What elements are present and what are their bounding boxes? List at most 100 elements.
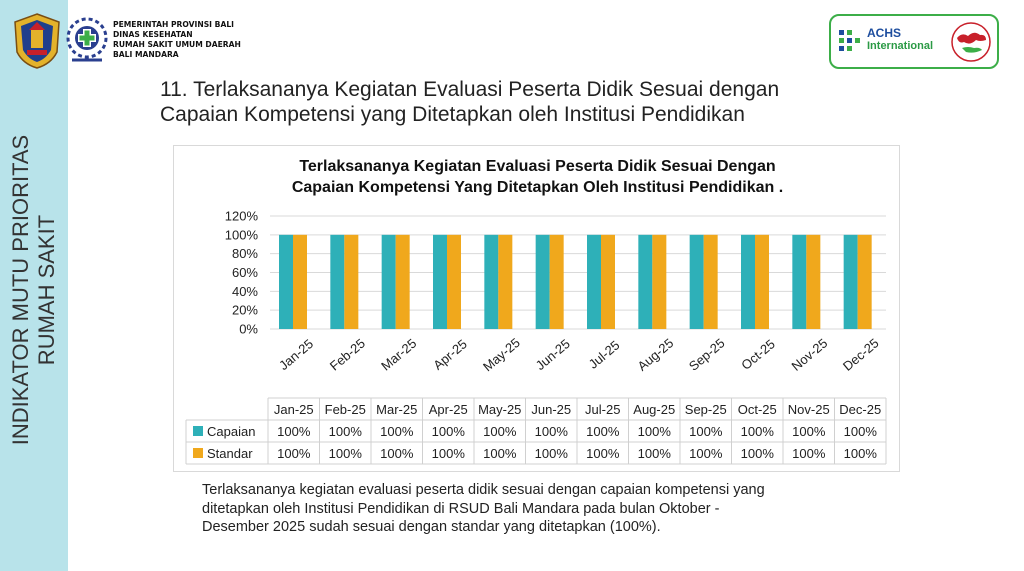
x-tick-label: Jul-25 <box>586 337 623 371</box>
table-value-cell: 100% <box>277 424 311 439</box>
bar-capaian <box>843 234 858 329</box>
org-line: DINAS KESEHATAN <box>113 30 193 39</box>
bar-standar <box>498 234 513 329</box>
y-tick-label: 0% <box>239 322 258 337</box>
y-tick-label: 20% <box>232 303 258 318</box>
y-tick-label: 80% <box>232 246 258 261</box>
bar-capaian <box>741 234 755 329</box>
table-value-cell: 100% <box>483 424 517 439</box>
table-value-cell: 100% <box>792 424 826 439</box>
summary-line1: Terlaksananya kegiatan evaluasi peserta … <box>202 482 765 498</box>
table-header-cell: Aug-25 <box>633 402 675 417</box>
bali-province-emblem-icon <box>14 13 60 69</box>
chart-title: Terlaksananya Kegiatan Evaluasi Peserta … <box>174 156 901 198</box>
legend-swatch-capaian <box>193 426 203 436</box>
sidebar-title: INDIKATOR MUTU PRIORITAS RUMAH SAKIT <box>8 135 60 445</box>
chart-title-line1: Terlaksananya Kegiatan Evaluasi Peserta … <box>299 158 776 175</box>
x-tick-label: May-25 <box>480 335 523 374</box>
bar-standar <box>806 234 821 329</box>
x-tick-label: Aug-25 <box>635 335 677 373</box>
bar-standar <box>652 234 667 329</box>
x-tick-label: Sep-25 <box>686 335 728 373</box>
achs-wordmark: ACHS International <box>867 27 933 53</box>
summary-text: Terlaksananya kegiatan evaluasi peserta … <box>202 481 882 537</box>
table-header-cell: Feb-25 <box>325 402 366 417</box>
summary-line3: Desember 2025 sudah sesuai dengan standa… <box>202 519 661 535</box>
table-value-cell: 100% <box>483 446 517 461</box>
table-header-cell: Jul-25 <box>585 402 620 417</box>
table-value-cell: 100% <box>689 424 723 439</box>
table-value-cell: 100% <box>535 424 569 439</box>
table-header-cell: Dec-25 <box>839 402 881 417</box>
bar-capaian <box>433 234 447 329</box>
bar-standar <box>344 234 359 329</box>
bar-standar <box>755 234 769 329</box>
x-tick-label: Feb-25 <box>327 336 368 374</box>
accreditation-badge: ACHS International <box>829 14 999 69</box>
table-header-cell: Oct-25 <box>738 402 777 417</box>
bar-capaian <box>792 234 807 329</box>
x-tick-label: Oct-25 <box>738 336 778 373</box>
organization-name: PEMERINTAH PROVINSI BALI DINAS KESEHATAN… <box>113 20 241 60</box>
slide-title-line1: 11. Terlaksananya Kegiatan Evaluasi Pese… <box>160 78 780 101</box>
table-value-cell: 100% <box>329 446 363 461</box>
legend-label: Capaian <box>207 424 255 439</box>
table-value-cell: 100% <box>689 446 723 461</box>
x-tick-label: Apr-25 <box>430 336 470 373</box>
bar-capaian <box>330 234 345 329</box>
bar-standar <box>703 234 718 329</box>
bar-standar <box>395 234 410 329</box>
table-value-cell: 100% <box>432 424 466 439</box>
table-value-cell: 100% <box>432 446 466 461</box>
bar-standar <box>293 234 307 329</box>
table-header-cell: May-25 <box>478 402 521 417</box>
table-value-cell: 100% <box>844 424 878 439</box>
table-value-cell: 100% <box>844 446 878 461</box>
bar-standar <box>857 234 872 329</box>
bar-capaian <box>381 234 396 329</box>
table-header-cell: Jan-25 <box>274 402 314 417</box>
table-value-cell: 100% <box>586 424 620 439</box>
legend-swatch-standar <box>193 448 203 458</box>
x-tick-label: Jun-25 <box>533 336 573 373</box>
achs-logo-icon <box>839 30 860 51</box>
chart-container: Terlaksananya Kegiatan Evaluasi Peserta … <box>173 145 900 472</box>
indonesia-map-emblem-icon <box>951 22 991 62</box>
bar-capaian <box>689 234 704 329</box>
summary-line2: ditetapkan oleh Institusi Pendidikan di … <box>202 500 720 517</box>
table-value-cell: 100% <box>380 446 414 461</box>
x-tick-label: Nov-25 <box>789 335 831 373</box>
table-header-cell: Apr-25 <box>429 402 468 417</box>
table-value-cell: 100% <box>535 446 569 461</box>
y-tick-label: 40% <box>232 284 258 299</box>
bar-capaian <box>279 234 293 329</box>
table-value-cell: 100% <box>380 424 414 439</box>
bar-standar <box>601 234 615 329</box>
y-tick-label: 120% <box>225 209 259 224</box>
bar-capaian <box>484 234 499 329</box>
sidebar-title-line1: INDIKATOR MUTU PRIORITAS <box>8 134 33 446</box>
org-line: RUMAH SAKIT UMUM DAERAH <box>113 40 241 49</box>
table-header-cell: Jun-25 <box>531 402 571 417</box>
bar-standar <box>447 234 461 329</box>
org-line: BALI MANDARA <box>113 50 179 59</box>
table-value-cell: 100% <box>638 424 672 439</box>
sidebar-title-line2: RUMAH SAKIT <box>34 214 59 366</box>
x-tick-label: Jan-25 <box>276 336 316 373</box>
table-header-cell: Sep-25 <box>685 402 727 417</box>
sidebar-band <box>0 0 68 571</box>
table-header-cell: Mar-25 <box>376 402 417 417</box>
slide-title: 11. Terlaksananya Kegiatan Evaluasi Pese… <box>160 77 880 127</box>
table-value-cell: 100% <box>638 446 672 461</box>
table-value-cell: 100% <box>741 424 775 439</box>
bar-chart: 0% 20% 40% 60% 80% 100% 120% Jan-25 Feb-25 Mar-25… <box>185 209 887 465</box>
chart-title-line2: Capaian Kompetensi Yang Ditetapkan Oleh … <box>291 179 784 196</box>
slide-title-line2: Capaian Kompetensi yang Ditetapkan oleh … <box>160 103 745 126</box>
bar-capaian <box>535 234 550 329</box>
table-value-cell: 100% <box>741 446 775 461</box>
bar-capaian <box>587 234 601 329</box>
bar-standar <box>549 234 564 329</box>
table-header-cell: Nov-25 <box>788 402 830 417</box>
x-tick-label: Mar-25 <box>378 336 419 374</box>
x-tick-label: Dec-25 <box>840 335 882 373</box>
